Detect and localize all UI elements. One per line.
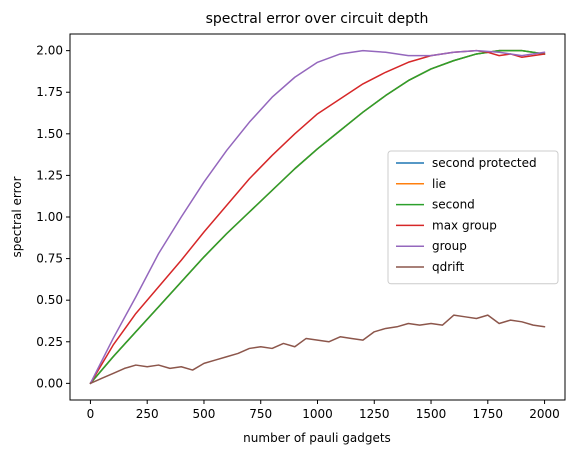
series-line-second [89,49,546,385]
x-tick-label: 750 [249,407,272,421]
y-tick-label: 1.75 [36,85,63,99]
y-tick-label: 1.25 [36,168,63,182]
y-tick-label: 0.75 [36,252,63,266]
plot-area: 0 250 500 750 1000 1250 1500 1750 2000 0.00 0.25 0.… [36,33,566,421]
legend-box [387,150,559,285]
legend-entry: max group [432,218,497,232]
y-tick-label: 0.50 [36,293,63,307]
legend-entry: second [432,198,475,212]
legend-entry: qdrift [432,260,465,274]
series-line-max-group [89,49,546,385]
x-tick-label: 1000 [302,407,333,421]
x-tick-label: 250 [136,407,159,421]
y-tick-label: 2.00 [36,44,63,58]
legend-entry: second protected [432,156,537,170]
x-tick-label: 0 [87,407,95,421]
y-tick-label: 0.00 [36,376,63,390]
legend: second protected lie second max group group q… [387,150,559,285]
legend-entry: group [432,239,467,253]
y-axis-label: spectral error [10,176,24,257]
x-tick-label: 1750 [473,407,504,421]
chart-title: spectral error over circuit depth [206,11,429,27]
x-tick-label: 1250 [359,407,390,421]
x-tick-label: 1500 [416,407,447,421]
series-line-group [89,49,546,385]
x-axis-label: number of pauli gadgets [243,431,391,445]
y-tick-label: 1.00 [36,210,63,224]
series-line-qdrift [89,314,546,385]
y-tick-label: 0.25 [36,335,63,349]
x-tick-label: 2000 [529,407,560,421]
legend-entry: lie [432,177,446,191]
x-tick-label: 500 [193,407,216,421]
y-tick-label: 1.50 [36,127,63,141]
